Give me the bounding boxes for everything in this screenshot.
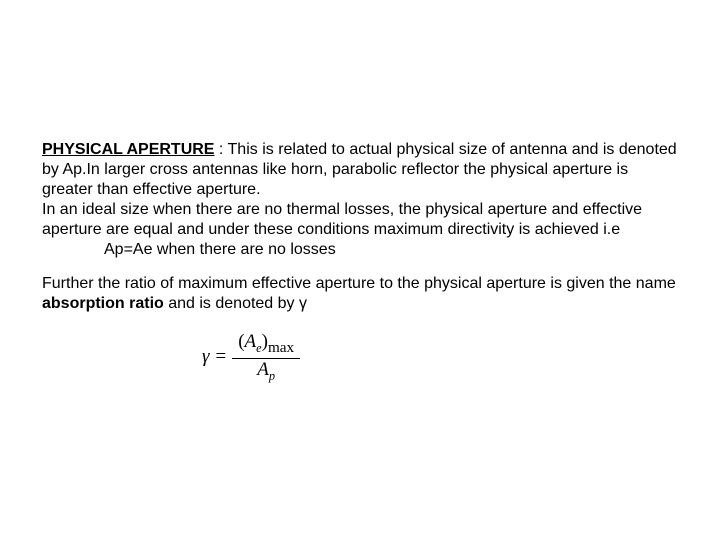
num-sub-max: max [268,339,294,356]
den-A: A [257,359,269,380]
formula-row: γ = (Ae)max Ap [202,332,678,383]
formula-numerator: (Ae)max [232,332,300,359]
num-A: A [245,331,257,352]
para2-text-b: and is denoted by γ [164,295,307,312]
para2-text-a: Further the ratio of maximum effective a… [42,275,676,292]
formula-eq: = [216,346,233,368]
para1-eqline: Ap=Ae when there are no losses [104,241,336,258]
absorption-ratio-term: absorption ratio [42,295,164,312]
den-sub-p: p [269,368,275,382]
heading-physical-aperture: PHYSICAL APERTURE [42,141,214,158]
paragraph-2: Further the ratio of maximum effective a… [42,274,678,314]
formula-fraction: (Ae)max Ap [232,332,300,383]
paragraph-1: PHYSICAL APERTURE : This is related to a… [42,140,678,260]
para1-text-b: In an ideal size when there are no therm… [42,201,642,238]
slide-body: PHYSICAL APERTURE : This is related to a… [0,0,720,540]
formula-denominator: Ap [232,359,300,383]
formula-gamma: γ = (Ae)max Ap [202,332,678,383]
formula-lhs: γ [202,346,216,368]
